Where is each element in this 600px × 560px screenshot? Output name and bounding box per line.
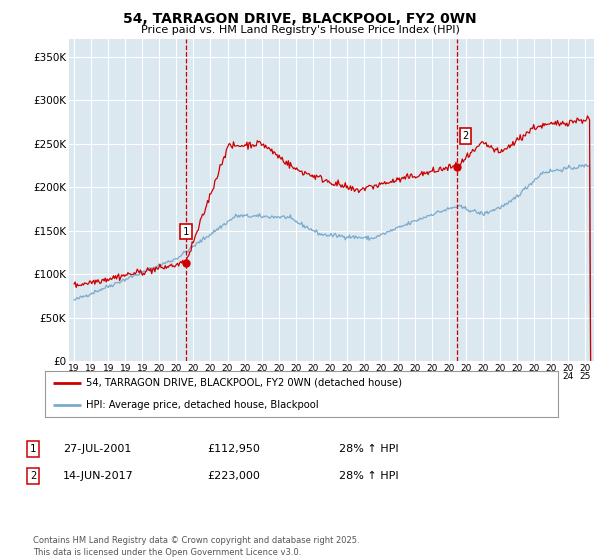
Text: £223,000: £223,000	[207, 471, 260, 481]
Text: 28% ↑ HPI: 28% ↑ HPI	[339, 471, 398, 481]
Text: 1: 1	[183, 227, 189, 237]
Text: HPI: Average price, detached house, Blackpool: HPI: Average price, detached house, Blac…	[86, 400, 319, 410]
Text: 1: 1	[30, 444, 36, 454]
Text: 2: 2	[30, 471, 36, 481]
Text: £112,950: £112,950	[207, 444, 260, 454]
Text: 2: 2	[462, 131, 469, 141]
Text: 54, TARRAGON DRIVE, BLACKPOOL, FY2 0WN (detached house): 54, TARRAGON DRIVE, BLACKPOOL, FY2 0WN (…	[86, 378, 402, 388]
Text: 27-JUL-2001: 27-JUL-2001	[63, 444, 131, 454]
Text: 14-JUN-2017: 14-JUN-2017	[63, 471, 134, 481]
Text: Price paid vs. HM Land Registry's House Price Index (HPI): Price paid vs. HM Land Registry's House …	[140, 25, 460, 35]
Text: 54, TARRAGON DRIVE, BLACKPOOL, FY2 0WN: 54, TARRAGON DRIVE, BLACKPOOL, FY2 0WN	[123, 12, 477, 26]
Text: 28% ↑ HPI: 28% ↑ HPI	[339, 444, 398, 454]
Text: Contains HM Land Registry data © Crown copyright and database right 2025.
This d: Contains HM Land Registry data © Crown c…	[33, 536, 359, 557]
